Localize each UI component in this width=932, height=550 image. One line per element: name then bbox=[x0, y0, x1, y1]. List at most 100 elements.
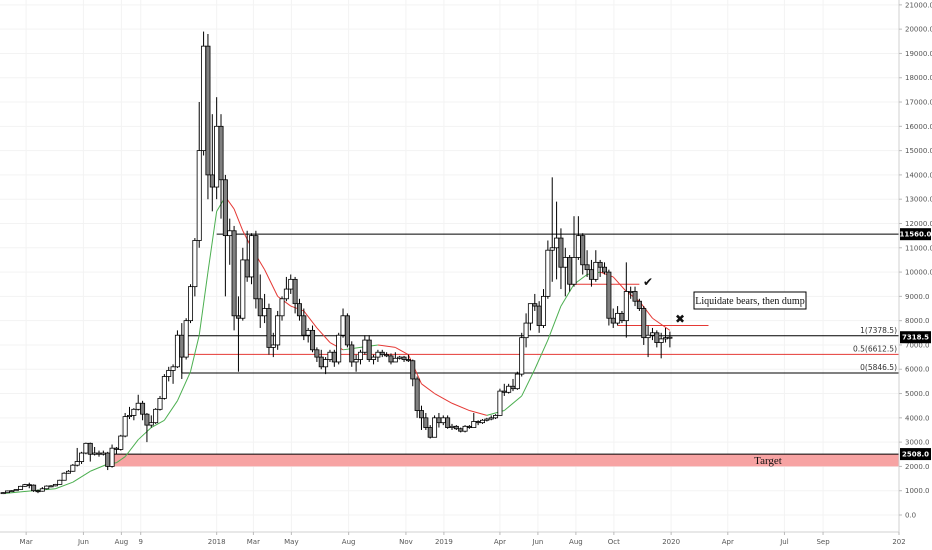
candle-body bbox=[244, 259, 250, 278]
y-tick-label: 16000.0 bbox=[905, 123, 932, 131]
x-axis[interactable]: Mar Jun Aug 9 2018 Mar May Aug Nov 2019 Apr Jun Aug O… bbox=[20, 532, 906, 546]
candle-body bbox=[9, 490, 15, 493]
candle-body bbox=[240, 259, 246, 319]
target-zone bbox=[112, 454, 899, 467]
candle-body bbox=[249, 235, 255, 278]
moving-average-segment bbox=[421, 383, 435, 394]
candle-body bbox=[18, 485, 24, 490]
candle-body bbox=[209, 174, 215, 188]
candle-body bbox=[57, 479, 63, 485]
moving-average-segment bbox=[451, 402, 470, 412]
fib-level-label: 1(7378.5) bbox=[860, 326, 897, 335]
candle-body bbox=[0, 492, 6, 495]
candle-body bbox=[453, 425, 459, 430]
x-tick-label: Mar bbox=[20, 538, 33, 546]
candle-body bbox=[323, 359, 329, 368]
candle-body bbox=[257, 298, 263, 317]
candle-body bbox=[493, 414, 499, 419]
candle-body bbox=[253, 235, 259, 300]
candle-body bbox=[122, 416, 128, 437]
candle-body bbox=[301, 315, 307, 336]
candle-body bbox=[344, 315, 350, 346]
price-badge bbox=[900, 331, 931, 344]
candle-body bbox=[357, 351, 363, 360]
candle-body bbox=[266, 308, 272, 348]
moving-average-segment bbox=[3, 491, 21, 495]
moving-average-segment bbox=[163, 400, 178, 421]
candle-body bbox=[610, 317, 616, 324]
candle-body bbox=[606, 271, 612, 319]
y-tick-label: 11000.0 bbox=[905, 244, 932, 252]
moving-average-segment bbox=[190, 335, 200, 372]
x-tick-label: Jun bbox=[531, 538, 543, 546]
candle-body bbox=[179, 334, 185, 358]
y-tick-label: 6000.0 bbox=[905, 366, 930, 374]
candle-body bbox=[375, 351, 381, 358]
y-tick-label: 12000.0 bbox=[905, 220, 932, 228]
candle-body bbox=[4, 490, 10, 494]
candle-body bbox=[449, 425, 455, 428]
moving-average-segment bbox=[395, 346, 409, 356]
candle-body bbox=[384, 354, 390, 357]
y-tick-label: 5000.0 bbox=[905, 390, 930, 398]
candle-body bbox=[392, 357, 398, 363]
candle-body bbox=[562, 257, 568, 268]
candle-body bbox=[414, 378, 420, 411]
candle-body bbox=[584, 264, 590, 271]
y-tick-label: 4000.0 bbox=[905, 414, 930, 422]
candle-body bbox=[231, 230, 237, 317]
callout-text: Liquidate bears, then dump bbox=[695, 296, 804, 307]
candle-body bbox=[362, 339, 368, 353]
moving-average-segment bbox=[55, 481, 74, 490]
candle-body bbox=[279, 298, 285, 317]
candle-body bbox=[288, 278, 294, 290]
candle-body bbox=[26, 484, 32, 487]
candle-body bbox=[336, 334, 342, 363]
candle-body bbox=[567, 257, 573, 285]
candle-body bbox=[270, 344, 276, 348]
candle-body bbox=[83, 442, 89, 454]
candle-body bbox=[510, 385, 516, 390]
y-tick-label: 15000.0 bbox=[905, 147, 932, 155]
candle-body bbox=[488, 417, 494, 420]
candle-body bbox=[632, 291, 638, 302]
candle-body bbox=[214, 125, 220, 188]
moving-average-segment bbox=[469, 410, 487, 416]
x-tick-label: 2018 bbox=[208, 538, 226, 546]
candle-body bbox=[100, 452, 106, 455]
price-badge bbox=[900, 448, 931, 461]
x-tick-label: Aug bbox=[115, 538, 129, 546]
candle-body bbox=[283, 288, 289, 300]
x-tick-label: May bbox=[284, 538, 298, 546]
candle-body bbox=[466, 425, 472, 428]
moving-average-segment bbox=[534, 339, 549, 370]
candle-body bbox=[479, 419, 485, 424]
x-tick-label: 2020 bbox=[662, 538, 680, 546]
candle-body bbox=[484, 418, 490, 421]
y-axis[interactable]: 0.0 1000.0 2000.0 3000.0 4000.0 5000.0 6000.0 7… bbox=[899, 1, 932, 519]
candle-body bbox=[388, 355, 394, 363]
candle-body bbox=[475, 421, 481, 424]
moving-average-segment bbox=[503, 395, 523, 411]
candle-body bbox=[201, 45, 207, 152]
candle-body bbox=[87, 442, 93, 455]
candle-body bbox=[109, 447, 115, 467]
candle-body bbox=[174, 334, 180, 368]
price-badge-label: 7318.5 bbox=[902, 334, 929, 342]
y-tick-label: 21000.0 bbox=[905, 1, 932, 9]
candle-body bbox=[523, 322, 529, 339]
y-tick-label: 20000.0 bbox=[905, 26, 932, 34]
moving-average-segment bbox=[90, 463, 108, 472]
candle-body bbox=[445, 417, 451, 428]
candle-body bbox=[554, 237, 560, 249]
moving-average-segment bbox=[176, 371, 191, 402]
candle-body bbox=[161, 376, 167, 399]
candle-body bbox=[192, 240, 198, 288]
candle-body bbox=[292, 278, 298, 305]
candle-body bbox=[458, 428, 464, 432]
y-tick-label: 10000.0 bbox=[905, 269, 932, 277]
candle-body bbox=[349, 344, 355, 363]
candle-body bbox=[353, 359, 359, 363]
candle-body bbox=[35, 490, 41, 493]
